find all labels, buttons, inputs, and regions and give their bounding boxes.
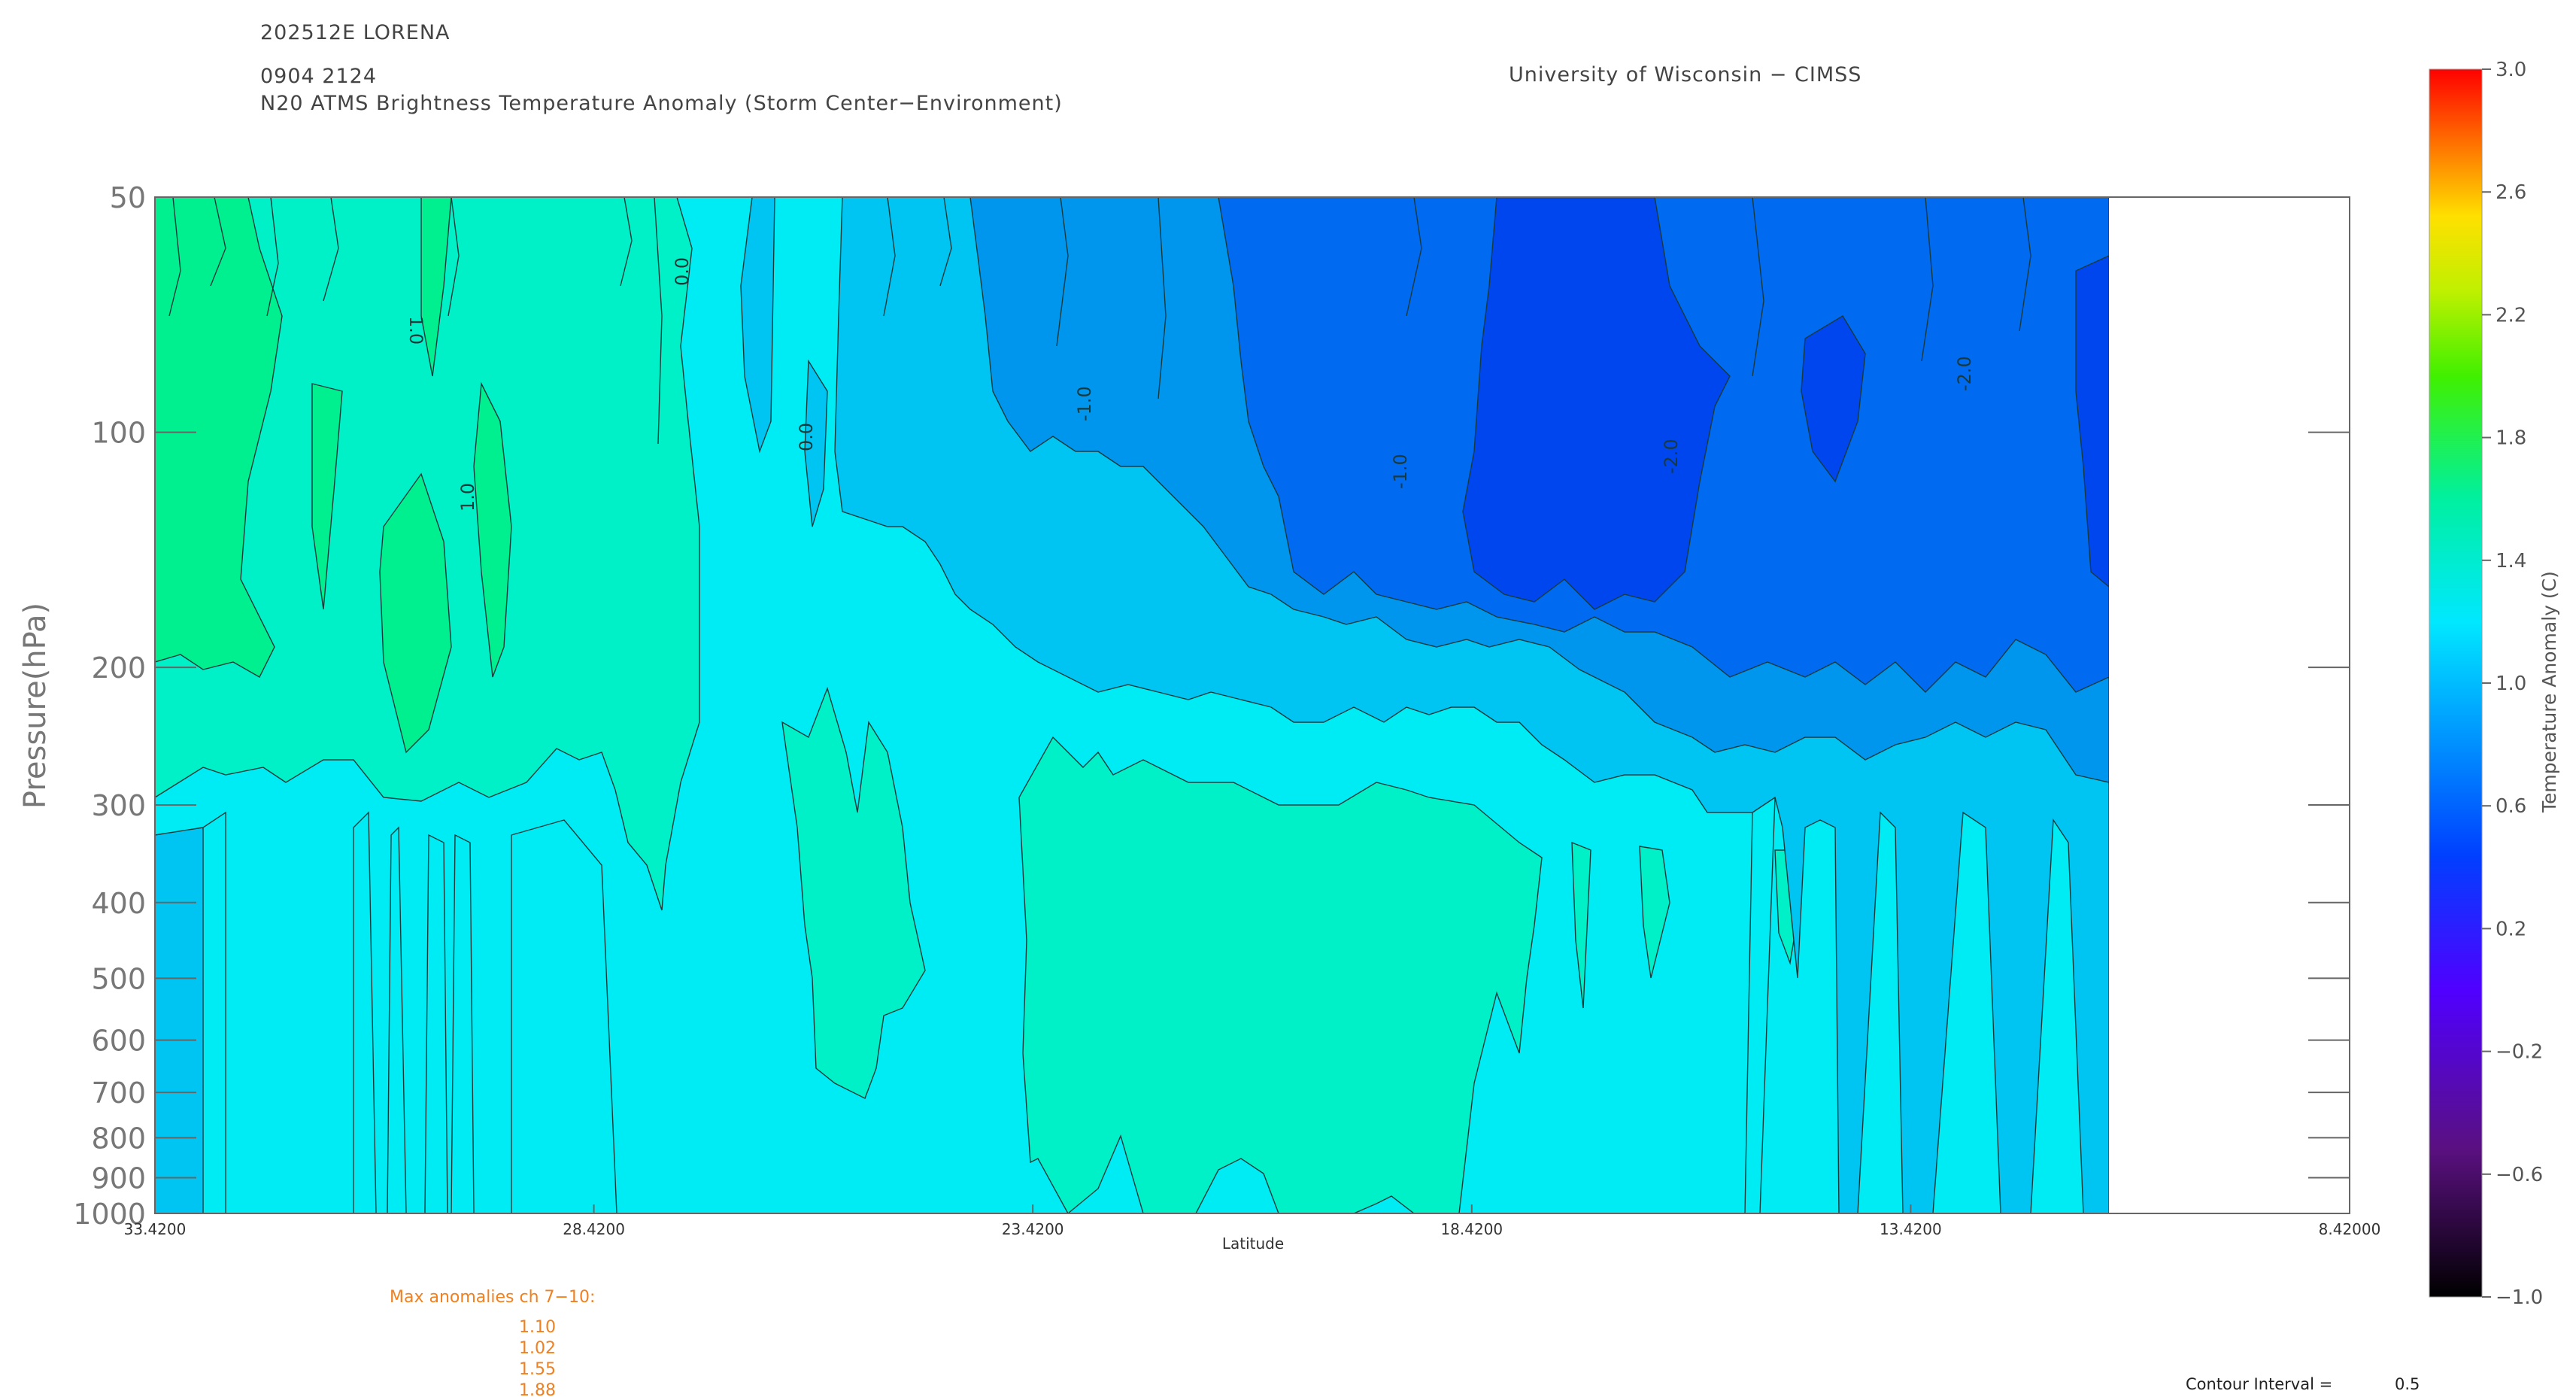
contour-lines — [168, 197, 2031, 445]
y-tick-label: 500 — [91, 962, 146, 995]
storm-id: 202512E LORENA — [260, 21, 451, 44]
contour-label-group: 0.0 1.0 -1.0 -2.0 0.0 1.0 -1.0 -2.0 — [405, 257, 1975, 512]
plot-frame — [154, 196, 2350, 1214]
colorbar-tick-label: 0.6 — [2496, 795, 2526, 818]
x-axis-label: Latitude — [1222, 1234, 1284, 1253]
colorbar-tick-label: 1.4 — [2496, 550, 2526, 572]
colorbar-label: Temperature Anomaly (C) — [2538, 571, 2560, 812]
warm-spot-2 — [420, 197, 452, 377]
y-tick-label: 100 — [91, 417, 146, 450]
y-tick-label: 200 — [91, 651, 146, 685]
x-tick-label: 33.4200 — [124, 1220, 187, 1238]
cool-column-4 — [424, 834, 448, 1213]
y-tick-label: 50 — [110, 181, 146, 214]
colorbar-ticks: 3.0 2.6 2.2 1.8 1.4 1.0 0.6 0.2 −0.2 −0.6 −1.0 — [2482, 59, 2543, 1309]
max-anomaly-value: 1.55 — [519, 1360, 556, 1379]
contour-interval-label: Contour Interval = — [2186, 1375, 2333, 1393]
cool-anomaly-core-2 — [2075, 255, 2109, 588]
colorbar-tick-label: −1.0 — [2496, 1286, 2543, 1309]
contour-interval-value: 0.5 — [2395, 1375, 2420, 1393]
warm-spot-1 — [379, 472, 452, 754]
warm-spot-3 — [311, 383, 343, 610]
x-tick-label: 28.4200 — [563, 1220, 625, 1238]
y-tick-label: 600 — [91, 1025, 146, 1058]
contour-label: -1.0 — [1074, 386, 1095, 421]
x-axis: 33.4200 28.4200 23.4200 18.4200 13.4200 8.420… — [124, 1204, 2381, 1238]
colorbar-tick-label: −0.6 — [2496, 1164, 2543, 1186]
colorbar-tick-label: 0.2 — [2496, 918, 2526, 940]
y-tick-label: 800 — [91, 1122, 146, 1155]
contour-label: -2.0 — [1661, 439, 1682, 474]
observation-datetime: 0904 2124 — [260, 65, 378, 88]
cool-column-2 — [353, 811, 377, 1213]
colorbar-tick-label: 3.0 — [2496, 59, 2526, 81]
colorbar-tick-label: 1.0 — [2496, 673, 2526, 695]
max-anomaly-value: 1.88 — [519, 1381, 556, 1400]
x-tick-label: 23.4200 — [1002, 1220, 1064, 1238]
colorbar-tick-label: 1.8 — [2496, 427, 2526, 450]
max-anomaly-value: 1.02 — [519, 1339, 556, 1358]
x-tick-label: 18.4200 — [1440, 1220, 1503, 1238]
colorbar-tick-label: 2.6 — [2496, 181, 2526, 204]
y-tick-label: 300 — [91, 789, 146, 822]
contour-label: 0.0 — [672, 257, 693, 286]
cool-anomaly-core — [1462, 197, 1731, 610]
cool-anomaly-lower-left — [155, 827, 219, 1213]
x-tick-label: 13.4200 — [1880, 1220, 1942, 1238]
warm-core-left — [155, 197, 283, 678]
contour-label: 1.0 — [405, 316, 426, 345]
cool-column-3 — [387, 826, 407, 1213]
colorbar-tick-label: 2.2 — [2496, 304, 2526, 326]
cool-spot-b — [804, 359, 828, 527]
warm-anomaly-small-3 — [1571, 841, 1591, 1009]
contour-label: 0.0 — [796, 423, 817, 451]
cool-spot-a — [740, 197, 775, 454]
colorbar — [2429, 68, 2483, 1298]
cool-column-6 — [511, 819, 617, 1213]
cool-column-5 — [451, 834, 475, 1213]
warm-anomaly-low — [1018, 736, 1543, 1213]
warm-spot-4 — [473, 381, 512, 678]
colorbar-tick-label: −0.2 — [2496, 1041, 2543, 1064]
y-tick-label: 700 — [91, 1077, 146, 1110]
y-tick-label: 900 — [91, 1162, 146, 1195]
organization-label: University of Wisconsin − CIMSS — [1509, 63, 1862, 87]
x-tick-label: 8.42000 — [2319, 1220, 2381, 1238]
cool-column-1 — [202, 811, 226, 1213]
cool-anomaly-core-3 — [1801, 315, 1866, 483]
warm-anomaly-mid — [781, 686, 926, 1099]
product-title: N20 ATMS Brightness Temperature Anomaly … — [260, 92, 1063, 115]
contour-label: 1.0 — [457, 483, 478, 512]
max-anomaly-value: 1.10 — [519, 1318, 556, 1337]
max-anomalies-title: Max anomalies ch 7−10: — [390, 1288, 596, 1307]
y-tick-label: 400 — [91, 887, 146, 920]
contour-label: -1.0 — [1390, 454, 1411, 489]
contour-label: -2.0 — [1954, 356, 1975, 391]
y-tick-label: 1000 — [73, 1198, 146, 1231]
warm-anomaly-small-1 — [1639, 846, 1670, 979]
y-axis-label: Pressure(hPa) — [18, 603, 53, 809]
